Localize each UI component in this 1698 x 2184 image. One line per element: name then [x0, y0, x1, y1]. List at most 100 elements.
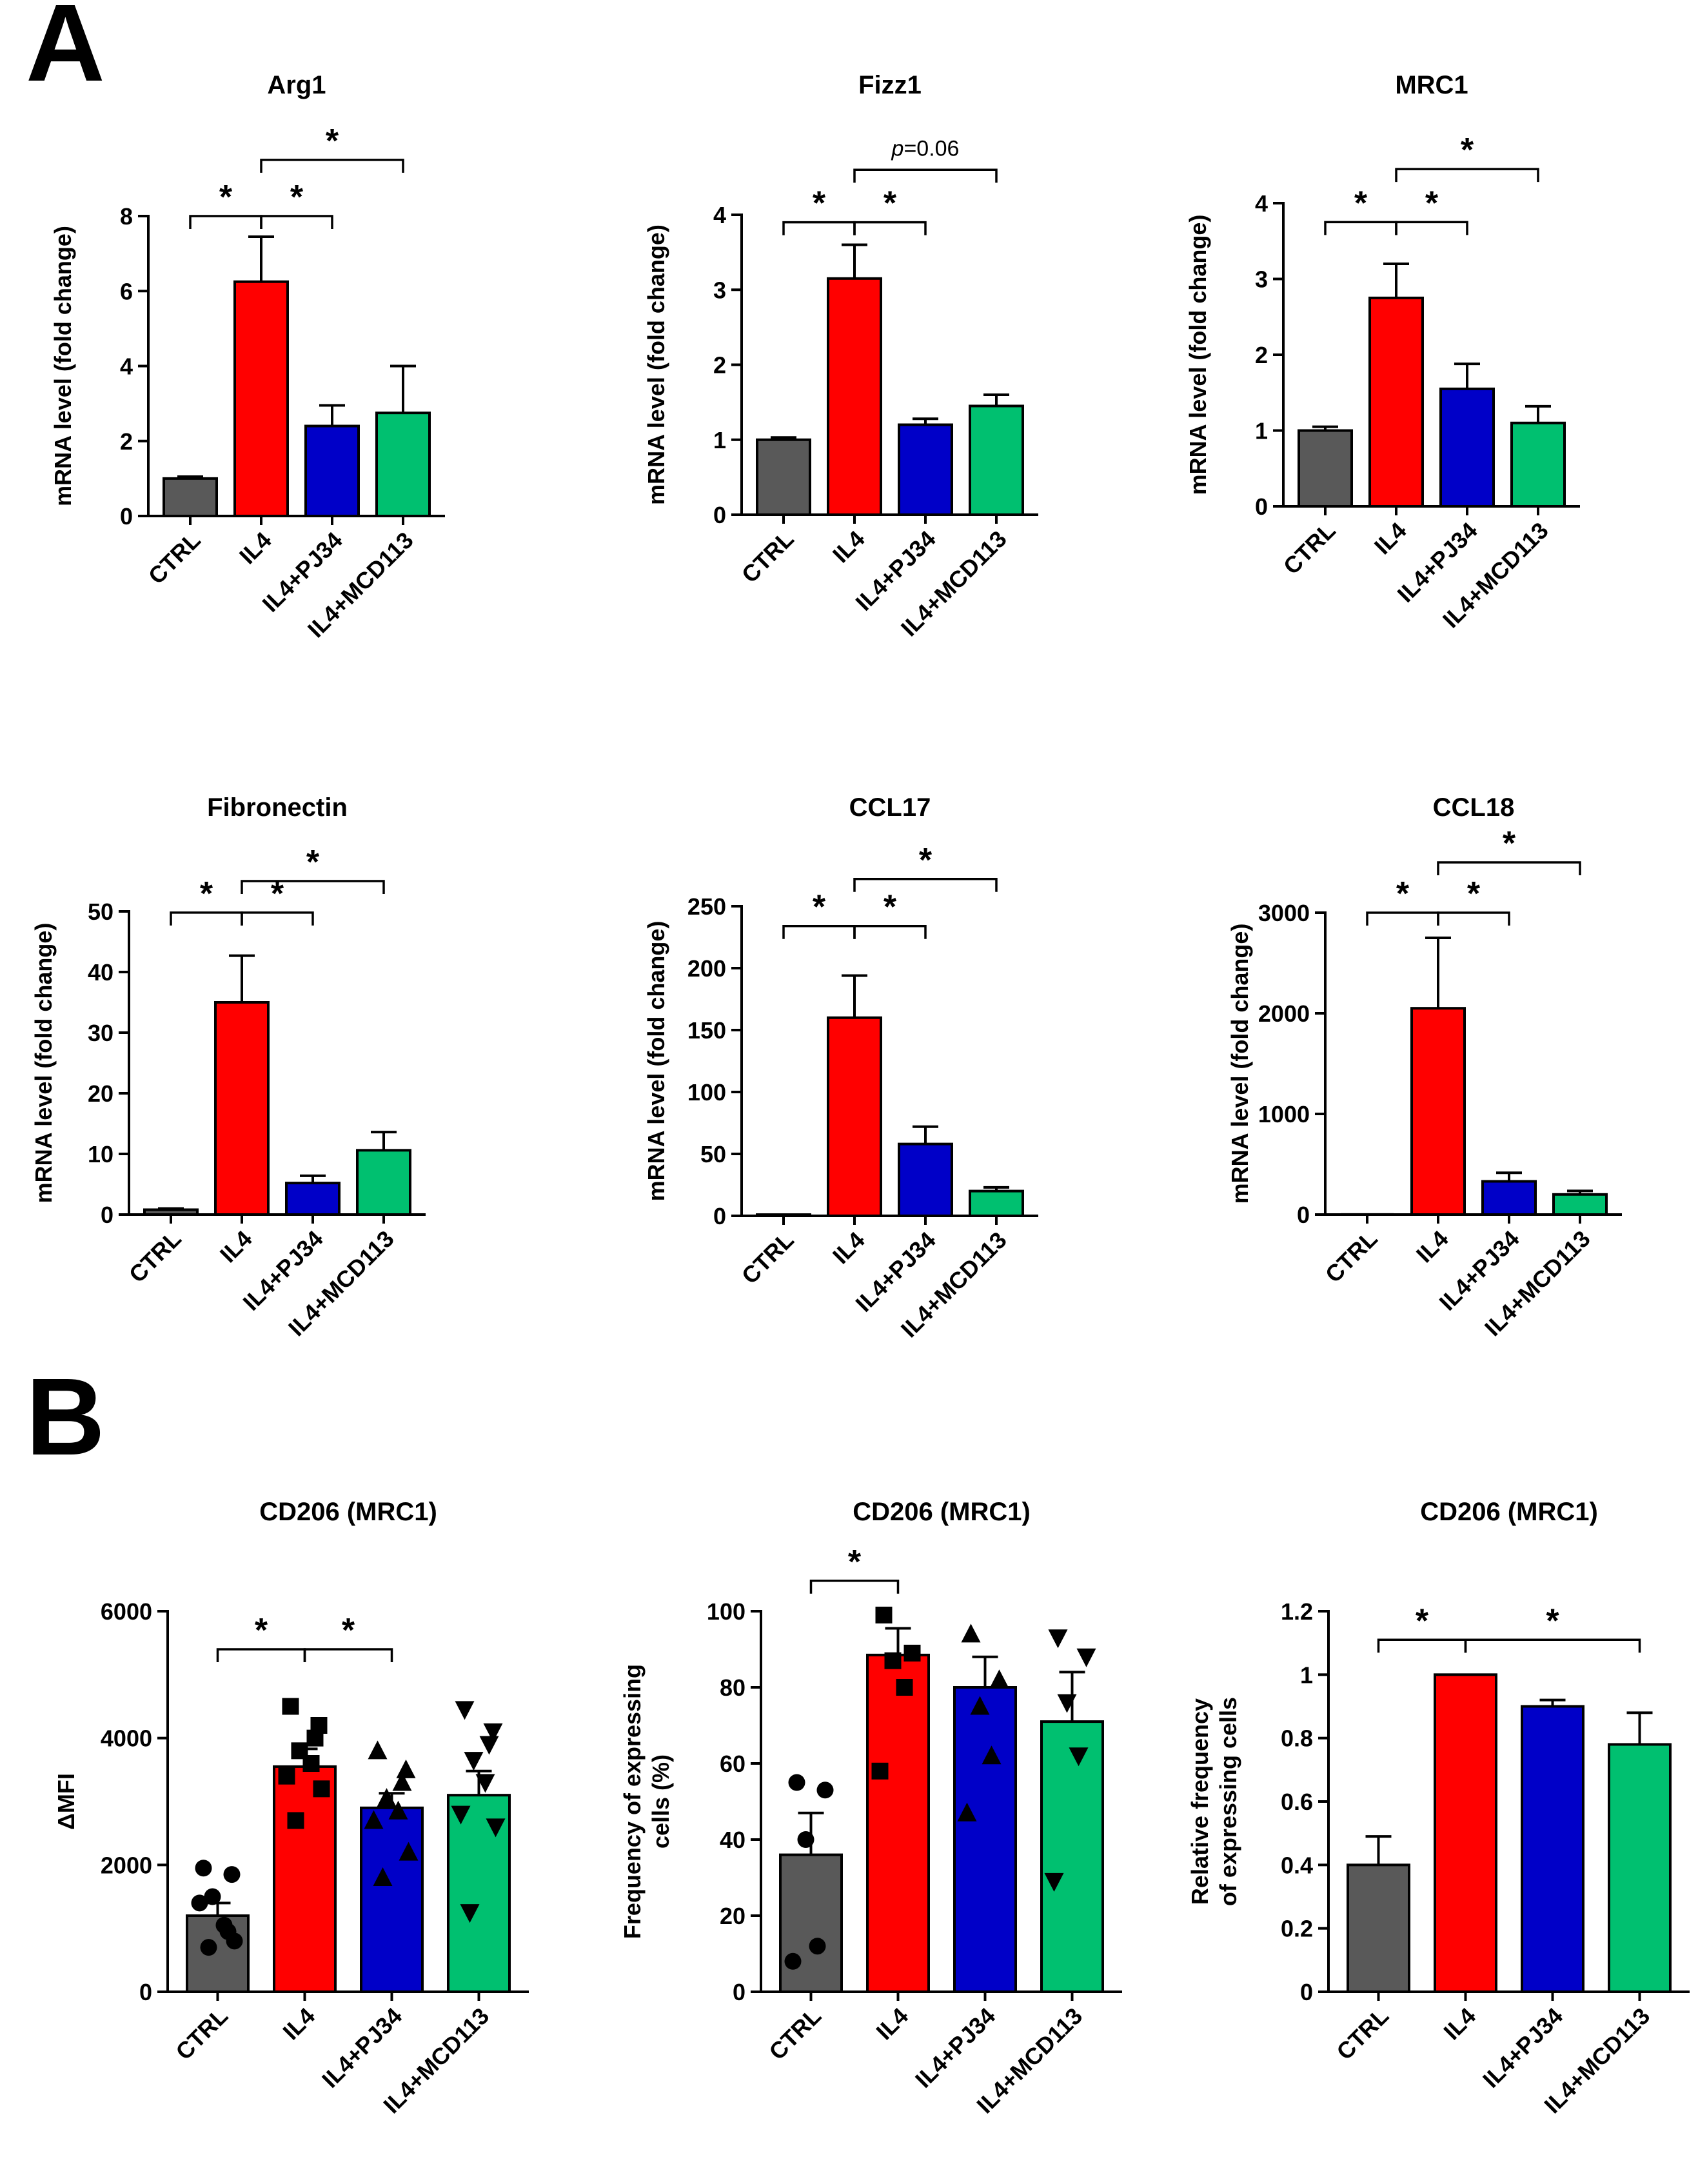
x-tick-label: CTRL — [1278, 517, 1341, 580]
significance-star: * — [342, 1612, 355, 1649]
y-tick-label: 2 — [713, 352, 726, 379]
data-point-square — [884, 1652, 902, 1669]
data-point-circle — [788, 1774, 805, 1791]
significance-bracket — [809, 1580, 900, 1594]
data-point-circle — [219, 1923, 237, 1940]
data-point-triangle-up — [377, 1788, 397, 1807]
chart-title: CCL18 — [1433, 793, 1515, 822]
significance-star: * — [306, 844, 320, 881]
chart-title: CCL17 — [849, 793, 931, 822]
significance-star: * — [919, 842, 933, 879]
bar-il4-mcd113 — [1608, 1743, 1672, 1993]
y-tick-label: 3 — [1255, 266, 1268, 293]
significance-bracket — [189, 215, 262, 229]
y-axis-label: Frequency of expressing — [619, 1664, 646, 1939]
bar-il4 — [273, 1765, 337, 1994]
y-tick-label: 0.4 — [1281, 1852, 1313, 1878]
x-tick-label: CTRL — [1320, 1226, 1383, 1288]
significance-star: * — [1425, 184, 1439, 222]
significance-star: * — [884, 889, 897, 926]
bar-il4-mcd113 — [1510, 421, 1566, 508]
data-point-circle — [191, 1894, 208, 1912]
significance-star: * — [1467, 875, 1481, 913]
data-point-circle — [195, 1860, 212, 1877]
bar-il4-mcd113 — [1040, 1720, 1104, 1994]
y-tick-label: 1 — [1300, 1662, 1313, 1688]
significance-star: * — [200, 875, 213, 913]
data-point-triangle-down — [483, 1723, 503, 1742]
y-tick-label: 1.2 — [1281, 1598, 1313, 1625]
y-tick-label: 6000 — [101, 1598, 152, 1625]
significance-bracket — [241, 880, 385, 894]
y-tick-label: 60 — [720, 1751, 745, 1777]
data-point-triangle-up — [982, 1745, 1002, 1765]
data-point-triangle-down — [460, 1904, 480, 1923]
significance-star: * — [1546, 1602, 1559, 1640]
data-point-triangle-up — [970, 1696, 990, 1715]
data-point-circle — [200, 1939, 217, 1956]
data-point-triangle-down — [475, 1774, 495, 1793]
significance-pvalue: p=0.06 — [891, 136, 960, 161]
data-point-circle — [223, 1866, 241, 1883]
y-axis-label: cells (%) — [647, 1754, 674, 1849]
bar-ctrl — [779, 1853, 843, 1994]
significance-bracket — [1437, 911, 1510, 926]
y-tick-label: 30 — [88, 1020, 114, 1046]
y-tick-label: 0 — [1300, 1979, 1313, 2005]
y-tick-label: 0.6 — [1281, 1789, 1313, 1815]
y-tick-label: 1 — [713, 427, 726, 453]
data-point-square — [313, 1780, 330, 1798]
significance-star: * — [884, 185, 897, 223]
y-tick-label: 100 — [687, 1079, 726, 1106]
data-point-triangle-down — [455, 1701, 475, 1720]
x-tick-label: IL4 — [1438, 2003, 1481, 2045]
chart-title: Fibronectin — [207, 793, 348, 822]
data-point-triangle-down — [486, 1818, 506, 1838]
y-tick-label: 6 — [120, 278, 133, 304]
significance-bracket — [782, 924, 856, 939]
y-tick-label: 0 — [733, 1979, 745, 2005]
significance-star: * — [326, 123, 339, 160]
data-point-square — [278, 1767, 295, 1785]
bar-il4-pj34 — [1481, 1180, 1537, 1216]
data-point-square — [896, 1679, 913, 1696]
x-tick-label: IL4 — [277, 2003, 320, 2045]
y-tick-label: 2 — [120, 428, 133, 455]
y-tick-label: 2000 — [1258, 1000, 1310, 1027]
y-axis-label: mRNA level (fold change) — [643, 921, 669, 1202]
data-point-triangle-down — [1057, 1694, 1077, 1713]
significance-star: * — [848, 1544, 862, 1581]
panel-label-a: A — [26, 0, 105, 104]
y-tick-label: 4 — [1255, 190, 1268, 217]
x-tick-label: CTRL — [124, 1226, 186, 1288]
significance-bracket — [260, 215, 333, 229]
bar-il4-pj34 — [953, 1686, 1017, 1993]
bar-il4 — [1368, 296, 1424, 508]
data-point-triangle-up — [961, 1623, 981, 1643]
x-tick-label: IL4+PJ34 — [1477, 2003, 1568, 2093]
bar-il4-mcd113 — [969, 404, 1024, 516]
data-point-triangle-up — [373, 1867, 393, 1886]
x-tick-label: IL4 — [1411, 1226, 1454, 1268]
data-point-circle — [204, 1888, 221, 1905]
significance-bracket — [170, 911, 243, 926]
significance-star: * — [813, 889, 826, 926]
data-point-triangle-up — [396, 1759, 416, 1778]
data-point-square — [306, 1729, 324, 1747]
data-point-circle — [784, 1952, 802, 1970]
chart-9: CD206 (MRC1) 0 0.2 0.4 0.6 0.8 1 1.2 CTRL IL4IL4+… — [1187, 1498, 1690, 2118]
bar-il4 — [827, 1016, 882, 1218]
data-point-triangle-up — [399, 1842, 419, 1861]
data-point-triangle-up — [989, 1669, 1009, 1689]
significance-bracket — [782, 221, 856, 235]
x-tick-label: CTRL — [736, 1227, 799, 1289]
chart-title: CD206 (MRC1) — [259, 1498, 437, 1526]
y-tick-label: 20 — [720, 1903, 745, 1929]
data-point-square — [875, 1606, 893, 1623]
y-tick-label: 4000 — [101, 1725, 152, 1752]
y-tick-label: 1000 — [1258, 1101, 1310, 1127]
